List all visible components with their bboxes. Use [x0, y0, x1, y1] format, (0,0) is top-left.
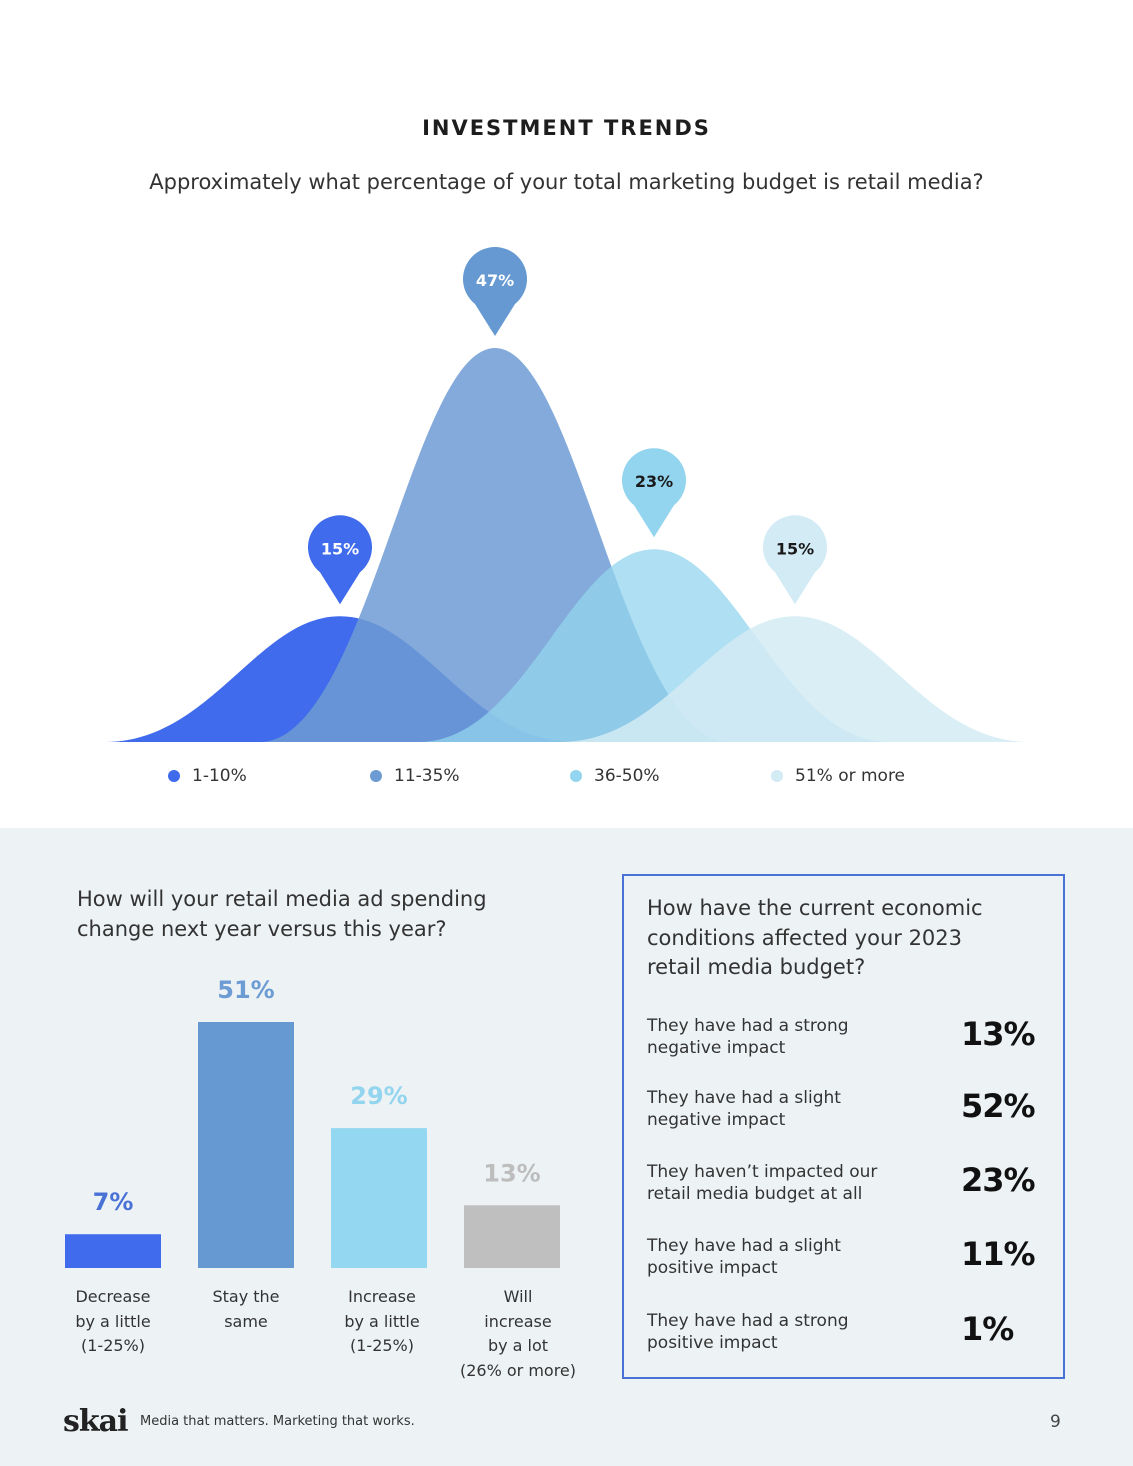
legend-label: 51% or more: [795, 766, 906, 786]
legend-swatch: [570, 770, 582, 782]
impact-row: They have had a strong positive impact 1…: [647, 1310, 1047, 1360]
value-pin: 15%: [307, 515, 372, 605]
impact-question-line: retail media budget?: [647, 955, 866, 979]
bar-category-label: Will increase by a lot (26% or more): [448, 1285, 588, 1383]
bar-value-label: 29%: [350, 1082, 407, 1110]
distribution-curve: [560, 616, 1030, 742]
bar-category-line: by a lot: [487, 1336, 549, 1355]
bar: [331, 1128, 427, 1268]
legend-item: 1-10%: [168, 766, 247, 786]
impact-label: They haven’t impacted our retail media b…: [647, 1161, 917, 1205]
bar-category-label: Increase by a little (1-25%): [312, 1285, 452, 1359]
bar: [464, 1205, 560, 1268]
impact-label-line: positive impact: [647, 1333, 778, 1353]
legend-label: 1-10%: [192, 766, 247, 786]
impact-question-line: conditions affected your 2023: [647, 925, 963, 950]
value-pin: 15%: [763, 515, 828, 605]
bar-category-label: Stay the same: [176, 1285, 316, 1334]
bar: [65, 1234, 161, 1268]
impact-value: 1%: [961, 1310, 1014, 1348]
impact-label-line: negative impact: [647, 1038, 786, 1058]
bar-category-label: Decrease by a little (1-25%): [43, 1285, 183, 1359]
impact-label-line: positive impact: [647, 1258, 778, 1278]
bar-category-line: Decrease: [75, 1287, 151, 1306]
legend-item: 36-50%: [570, 766, 660, 786]
impact-value: 23%: [961, 1161, 1036, 1199]
bar-category-line: (1-25%): [350, 1336, 414, 1355]
value-pin: 23%: [622, 448, 687, 538]
impact-value: 11%: [961, 1235, 1036, 1273]
legend-label: 36-50%: [594, 766, 660, 786]
bar-category-line: by a little: [75, 1311, 151, 1331]
impact-label-line: They have had a strong: [647, 1311, 849, 1331]
legend-swatch: [771, 770, 783, 782]
bar-value-label: 7%: [93, 1188, 134, 1216]
bar-category-line: Increase: [348, 1287, 416, 1306]
data-label: 47%: [476, 271, 514, 290]
impact-label: They have had a slight positive impact: [647, 1235, 917, 1279]
budget-question: Approximately what percentage of your to…: [149, 170, 984, 194]
legend-label: 11-35%: [394, 766, 460, 786]
impact-value: 52%: [961, 1087, 1036, 1125]
impact-row: They haven’t impacted our retail media b…: [647, 1161, 1047, 1211]
impact-row: They have had a slight positive impact 1…: [647, 1235, 1047, 1285]
bar-category-line: (26% or more): [459, 1360, 577, 1380]
legend-swatch: [168, 770, 180, 782]
page-number: 9: [1050, 1412, 1061, 1432]
budget-distribution-chart: 15% 47% 23% 15%: [105, 247, 1030, 742]
legend-item: 51% or more: [771, 766, 905, 786]
impact-label-line: They have had a strong: [647, 1016, 849, 1036]
economic-impact-panel: How have the current economic conditions…: [622, 874, 1065, 1379]
impact-row: They have had a slight negative impact 5…: [647, 1087, 1047, 1137]
impact-label-line: They have had a slight: [647, 1088, 841, 1108]
bar-value-label: 51%: [217, 976, 274, 1004]
bar-category-line: Will: [503, 1287, 533, 1306]
impact-label: They have had a strong negative impact: [647, 1015, 917, 1059]
spending-question-line: change next year versus this year?: [77, 917, 447, 941]
impact-label-line: retail media budget at all: [647, 1184, 863, 1204]
impact-label: They have had a strong positive impact: [647, 1310, 917, 1354]
footer-tagline: Media that matters. Marketing that works…: [140, 1414, 415, 1429]
bar-category-line: increase: [484, 1311, 552, 1331]
bar-category-line: Stay the: [212, 1287, 280, 1306]
data-label: 15%: [776, 539, 814, 558]
impact-label-line: They have had a slight: [647, 1236, 841, 1256]
impact-row: They have had a strong negative impact 1…: [647, 1015, 1047, 1065]
impact-question-line: How have the current economic: [647, 896, 983, 920]
impact-value: 13%: [961, 1015, 1036, 1053]
spending-bar-chart: 7% 51% 29% 13%: [65, 976, 560, 1268]
spending-question: How will your retail media ad spending c…: [77, 884, 557, 944]
spending-question-line: How will your retail media ad spending: [77, 887, 487, 911]
bottom-section: How will your retail media ad spending c…: [0, 828, 1133, 1466]
chart-legend: 1-10% 11-35% 36-50% 51% or more: [0, 766, 1133, 796]
legend-item: 11-35%: [370, 766, 460, 786]
impact-question: How have the current economic conditions…: [647, 894, 1037, 983]
bar-category-line: (1-25%): [81, 1336, 145, 1355]
data-label: 15%: [321, 539, 359, 558]
bar-category-line: same: [224, 1311, 268, 1331]
top-section: INVESTMENT TRENDS Approximately what per…: [0, 116, 1133, 796]
value-pin: 47%: [463, 247, 528, 336]
bar-value-label: 13%: [483, 1159, 540, 1187]
impact-label: They have had a slight negative impact: [647, 1087, 917, 1131]
legend-swatch: [370, 770, 382, 782]
bar: [198, 1022, 294, 1268]
bar-category-line: by a little: [344, 1311, 420, 1331]
skai-logo: skai: [63, 1404, 129, 1439]
impact-label-line: They haven’t impacted our: [647, 1162, 878, 1182]
impact-label-line: negative impact: [647, 1110, 786, 1130]
data-label: 23%: [635, 472, 673, 491]
section-title: INVESTMENT TRENDS: [422, 116, 711, 140]
